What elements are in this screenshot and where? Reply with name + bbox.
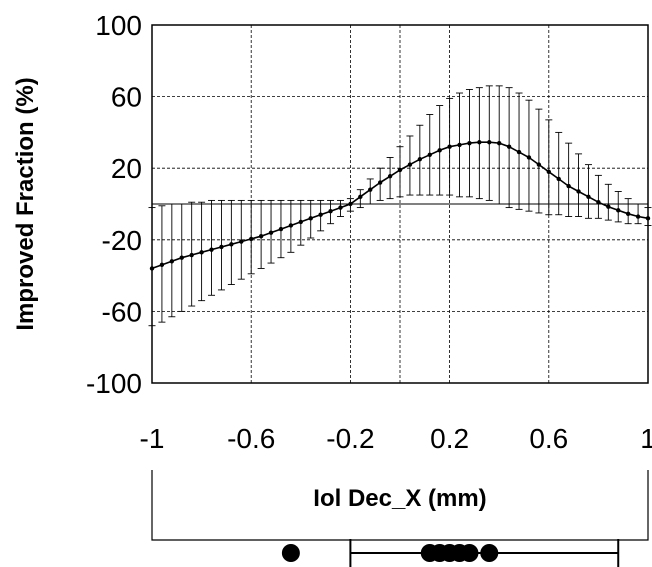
data-point: [586, 194, 591, 200]
y-tick-label: 20: [111, 153, 142, 184]
data-point: [278, 226, 284, 232]
data-point: [159, 262, 165, 268]
x-tick-label: 0.2: [430, 423, 469, 454]
data-points: [149, 140, 651, 271]
data-point: [407, 162, 413, 167]
data-point: [387, 174, 393, 179]
data-point: [487, 140, 492, 145]
x-tick-label: 0.6: [529, 423, 568, 454]
strip-point: [460, 544, 479, 562]
data-point: [219, 244, 224, 250]
data-point: [536, 162, 542, 167]
strip-point: [281, 544, 300, 562]
data-point: [229, 242, 234, 247]
data-point: [199, 250, 204, 255]
data-point: [516, 149, 522, 155]
strip-point: [480, 544, 499, 562]
data-point: [209, 247, 214, 252]
data-point: [497, 140, 502, 146]
data-point: [417, 157, 423, 162]
data-point: [457, 142, 462, 148]
data-point: [308, 216, 313, 221]
data-point: [249, 236, 254, 242]
data-point: [288, 223, 294, 228]
data-point: [268, 230, 274, 235]
strip-plot: [281, 539, 620, 567]
x-tick-label: -0.2: [326, 423, 374, 454]
data-point: [169, 259, 175, 264]
y-axis-title: Improved Fraction (%): [12, 77, 39, 330]
data-point: [506, 144, 512, 149]
y-tick-label: -100: [86, 368, 142, 399]
y-tick-label: -20: [102, 225, 142, 256]
y-tick-labels: 100 60 20 -20 -60 -100: [86, 10, 142, 399]
data-point: [179, 255, 184, 260]
x-tick-label: -1: [140, 423, 165, 454]
data-point: [625, 211, 631, 217]
y-tick-label: -60: [102, 296, 142, 327]
data-point: [596, 200, 601, 205]
data-point: [377, 180, 383, 185]
data-point: [348, 201, 353, 207]
data-point: [546, 169, 551, 174]
data-point: [239, 239, 244, 244]
x-tick-label: 1: [640, 423, 652, 454]
data-point: [635, 214, 641, 219]
data-point: [298, 219, 303, 225]
data-point: [556, 176, 561, 182]
data-point: [606, 204, 611, 209]
data-point: [576, 189, 581, 194]
x-axis-title: Iol Dec_X (mm): [313, 485, 486, 512]
data-point: [189, 252, 194, 258]
data-point: [467, 140, 472, 146]
data-point: [566, 183, 571, 189]
plot-frame: [151, 24, 649, 384]
x-axis-title-bracket: [151, 470, 649, 541]
data-point: [447, 144, 452, 149]
data-point: [258, 234, 264, 239]
data-point: [526, 155, 532, 160]
data-point: [338, 205, 343, 210]
data-point: [328, 208, 333, 214]
data-point: [616, 208, 621, 213]
data-point: [318, 212, 323, 217]
x-tick-labels: -1 -0.6 -0.2 0.2 0.6 1: [140, 423, 652, 454]
data-point: [427, 152, 432, 157]
data-point: [477, 140, 482, 145]
data-point: [397, 167, 403, 173]
data-point: [358, 194, 363, 200]
data-point: [368, 187, 373, 192]
y-tick-label: 60: [111, 82, 142, 113]
y-tick-label: 100: [95, 10, 142, 41]
data-point: [437, 148, 442, 153]
x-tick-label: -0.6: [227, 423, 275, 454]
